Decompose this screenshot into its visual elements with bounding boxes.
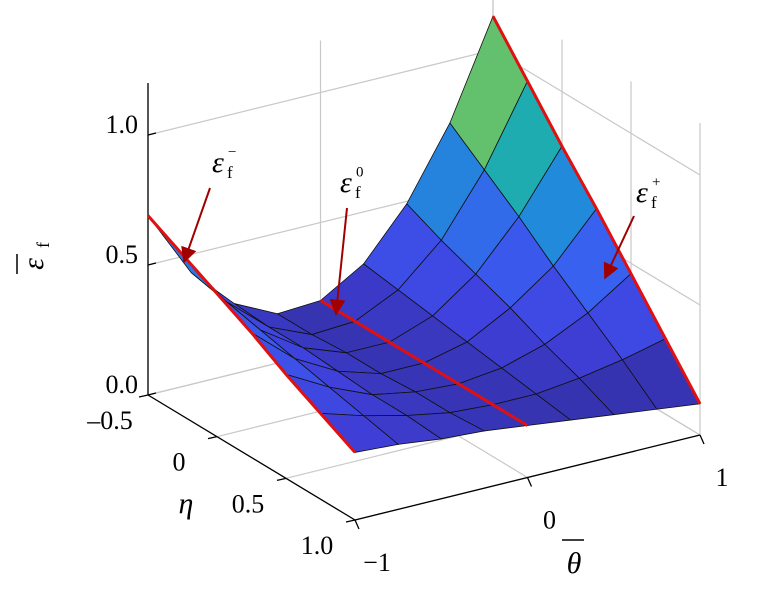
annotation-sub: f <box>355 183 361 202</box>
z-tick <box>147 262 157 266</box>
grid-line <box>492 49 701 176</box>
annotation-sup: − <box>228 144 236 160</box>
x-tick-label: 1 <box>716 463 729 492</box>
x-tick-label: 0 <box>543 505 556 534</box>
y-axis <box>147 394 356 521</box>
z-tick-label: 0.0 <box>106 370 139 399</box>
z-tick <box>147 132 157 136</box>
annotation-arrow <box>329 207 348 316</box>
x-tick <box>699 434 705 445</box>
y-tick <box>345 519 356 523</box>
z-tick-label: 1.0 <box>106 110 139 139</box>
y-tick-label: 0 <box>173 448 186 477</box>
y-tick-label: 1.0 <box>301 531 334 560</box>
edge-curve <box>491 15 702 405</box>
annotation-sub: f <box>227 163 233 182</box>
y-tick-label: –0.5 <box>86 406 133 435</box>
x-axis-title: θ <box>567 547 582 580</box>
y-tick <box>207 436 218 440</box>
annotation-arrow <box>181 187 211 264</box>
annotation-symbol: ε <box>212 146 224 179</box>
x-tick-label: −1 <box>363 548 391 577</box>
annotation-sub: f <box>651 193 657 212</box>
x-tick <box>526 477 533 487</box>
annotation-arrow <box>603 215 635 280</box>
annotation-sup: + <box>652 174 660 190</box>
z-axis-title-symbol: ε <box>17 258 50 270</box>
y-tick <box>276 477 287 481</box>
y-axis-title: η <box>179 487 194 520</box>
z-tick <box>147 392 157 396</box>
y-tick <box>138 394 149 398</box>
z-axis-title: εf <box>16 242 53 274</box>
z-tick-label: 0.5 <box>106 240 139 269</box>
x-tick <box>354 519 360 530</box>
edge-curve <box>319 299 529 427</box>
annotation-symbol: ε <box>636 176 648 209</box>
annotation-sup: 0 <box>356 164 364 180</box>
z-axis-title-sub: f <box>33 242 53 248</box>
surface <box>147 15 701 453</box>
y-tick-label: 0.5 <box>232 489 265 518</box>
annotation-symbol: ε <box>340 166 352 199</box>
